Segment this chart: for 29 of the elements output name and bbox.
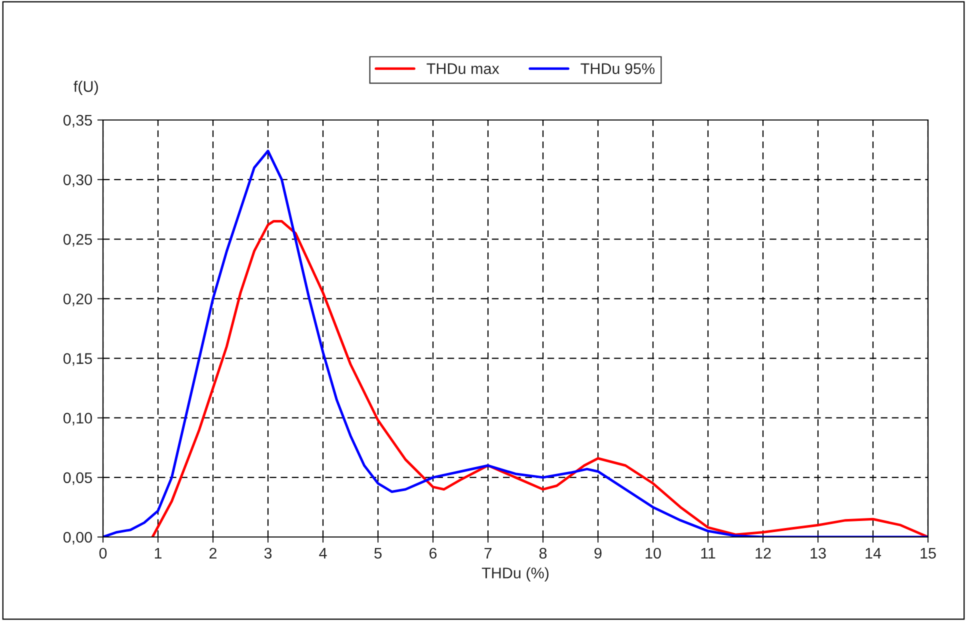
y-axis-title: f(U) — [74, 80, 98, 95]
x-tick-label: 9 — [594, 548, 602, 559]
legend-label: THDu max — [426, 63, 500, 74]
x-tick-label: 13 — [810, 548, 826, 559]
line-series — [151, 220, 928, 537]
y-tick-label: 0,25 — [63, 234, 92, 247]
y-tick-label: 0,15 — [63, 353, 92, 366]
y-tick-label: 0,00 — [63, 532, 92, 544]
x-tick-label: 2 — [210, 548, 216, 558]
y-tick-label: 0,30 — [63, 174, 92, 188]
y-tick-label: 0,10 — [63, 412, 92, 426]
x-tick-label: 14 — [866, 548, 882, 558]
x-tick-label: 5 — [374, 548, 382, 559]
x-tick-label: 4 — [319, 548, 327, 558]
x-axis-title: THDu (%) — [482, 567, 548, 582]
x-tick-label: 11 — [701, 548, 716, 558]
x-tick-label: 10 — [646, 548, 661, 559]
x-tick-label: 7 — [484, 548, 492, 558]
x-tick-label: 1 — [154, 548, 162, 558]
y-tick-label: 0,35 — [63, 114, 92, 128]
y-tick-label: 0,05 — [63, 472, 92, 485]
x-tick-label: 6 — [430, 548, 437, 559]
x-tick-label: 15 — [920, 548, 936, 559]
x-tick-label: 3 — [264, 548, 272, 559]
x-tick-label: 12 — [756, 548, 771, 558]
x-tick-label: 8 — [539, 548, 547, 559]
x-tick-label: 0 — [99, 548, 107, 559]
y-tick-label: 0,20 — [63, 294, 92, 306]
legend-label: THDu 95% — [580, 63, 655, 74]
